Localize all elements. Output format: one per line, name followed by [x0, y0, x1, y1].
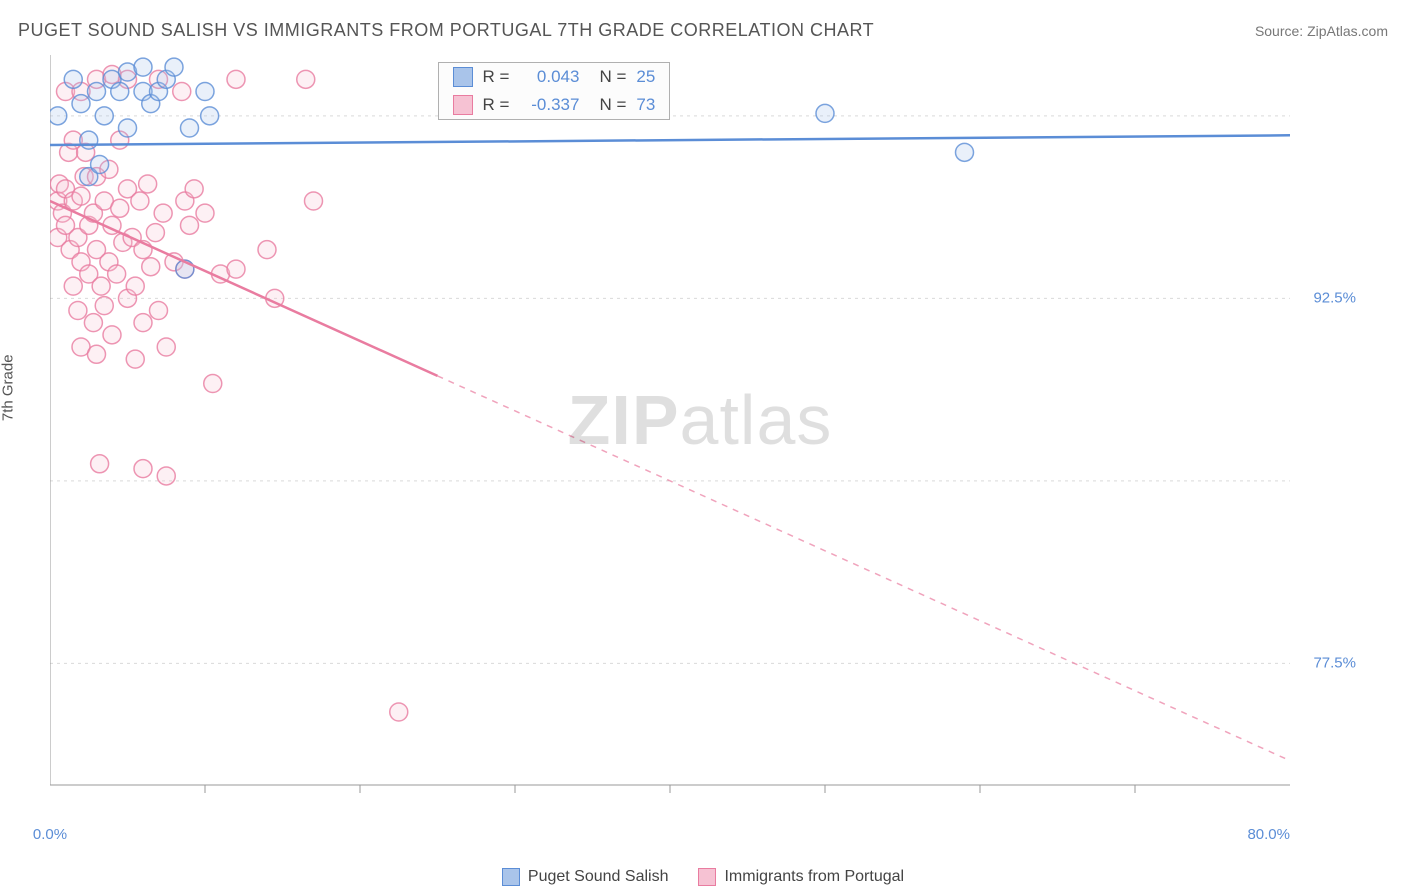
- legend-label: Immigrants from Portugal: [724, 868, 904, 886]
- y-tick-label: 77.5%: [1313, 655, 1356, 672]
- n-label: N =: [599, 67, 626, 87]
- y-axis-label: 7th Grade: [0, 354, 17, 421]
- bottom-legend: Puget Sound Salish Immigrants from Portug…: [0, 868, 1406, 886]
- n-label: N =: [599, 95, 626, 115]
- series-swatch: [453, 95, 473, 115]
- stat-row: R = 0.043 N = 25: [439, 63, 670, 91]
- series-swatch: [453, 67, 473, 87]
- r-value: -0.337: [519, 95, 579, 115]
- scatter-plot-svg: [50, 55, 1350, 815]
- source-attribution: Source: ZipAtlas.com: [1255, 23, 1388, 39]
- legend-item: Puget Sound Salish: [502, 868, 669, 886]
- legend-label: Puget Sound Salish: [528, 868, 669, 886]
- r-label: R =: [483, 95, 510, 115]
- legend-swatch: [502, 868, 520, 886]
- r-label: R =: [483, 67, 510, 87]
- x-tick-label: 80.0%: [1247, 826, 1290, 843]
- r-value: 0.043: [519, 67, 579, 87]
- legend-item: Immigrants from Portugal: [698, 868, 904, 886]
- n-value: 25: [636, 67, 655, 87]
- chart-title: PUGET SOUND SALISH VS IMMIGRANTS FROM PO…: [18, 20, 874, 41]
- chart-area: ZIPatlas R =0.043N =25R =-0.337N =73 77.…: [50, 55, 1350, 815]
- legend-swatch: [698, 868, 716, 886]
- correlation-stats-box: R = 0.043 N = 25 R = -0.337 N = 73: [438, 62, 671, 120]
- stat-row: R = -0.337 N = 73: [439, 91, 670, 119]
- y-tick-label: 92.5%: [1313, 290, 1356, 307]
- x-tick-label: 0.0%: [33, 826, 67, 843]
- n-value: 73: [636, 95, 655, 115]
